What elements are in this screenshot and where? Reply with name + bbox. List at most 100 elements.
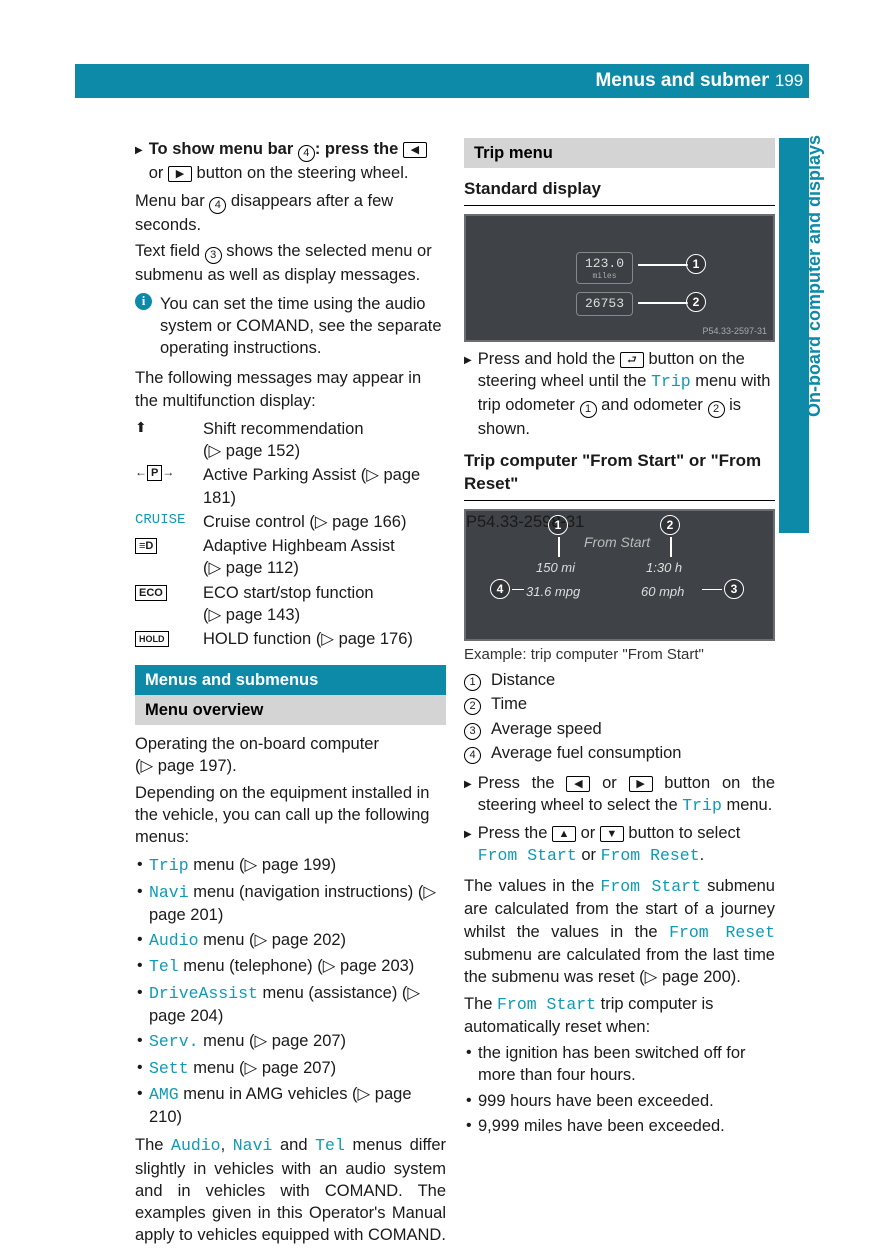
- t: or: [576, 824, 600, 842]
- circ-4: 4: [298, 145, 315, 162]
- t: From Reset: [669, 923, 775, 942]
- pl: [702, 589, 722, 591]
- t: From Start: [497, 995, 596, 1014]
- mpg-val: 31.6 mpg: [526, 583, 580, 601]
- t: ECO start/stop function: [203, 584, 374, 602]
- t: Serv.: [149, 1032, 199, 1051]
- t: (▷ page 143): [203, 606, 300, 624]
- t: AMG: [149, 1085, 179, 1104]
- heading-trip-computer: Trip computer "From Start" or "From Rese…: [464, 450, 775, 501]
- callout-1: 1: [686, 254, 706, 274]
- show-menu-text: To show menu bar 4: press the ◀ or ▶ but…: [149, 138, 446, 184]
- info-block: i You can set the time using the audio s…: [135, 293, 446, 360]
- pl: [512, 589, 524, 591]
- auto-reset-intro: The From Start trip computer is automati…: [464, 993, 775, 1039]
- sym-desc: Shift recommendation (▷ page 152): [203, 418, 446, 463]
- trip-odometer-box: 123.0 miles: [576, 252, 633, 284]
- side-tab-label: On-board computer and displays: [802, 135, 826, 417]
- c: 4: [464, 747, 481, 764]
- callout-2: 2: [686, 292, 706, 312]
- t: Press the: [478, 774, 567, 792]
- t: and: [272, 1136, 315, 1154]
- menu-item-serv: Serv. menu (▷ page 207): [149, 1030, 446, 1053]
- c: 1: [464, 674, 481, 691]
- circ-4b: 4: [209, 197, 226, 214]
- t: ≡D: [135, 538, 157, 554]
- time-val: 1:30 h: [646, 559, 682, 577]
- sym-hold-icon: HOLD: [135, 628, 195, 650]
- reset-cond-1: the ignition has been switched off for m…: [478, 1042, 775, 1087]
- t: (▷ page 152): [203, 442, 300, 460]
- subheader-trip-menu: Trip menu: [464, 138, 775, 168]
- t: HOLD: [135, 631, 169, 647]
- values-explanation: The values in the From Start submenu are…: [464, 875, 775, 988]
- content-area: To show menu bar 4: press the ◀ or ▶ but…: [135, 138, 775, 1251]
- callout-1: 1: [548, 515, 568, 535]
- t: or: [577, 846, 601, 864]
- t: Average speed: [491, 718, 602, 740]
- t: Average fuel consumption: [491, 742, 681, 764]
- sym-desc: Cruise control (▷ page 166): [203, 511, 446, 533]
- t: Trip: [682, 796, 722, 815]
- symbol-table: ⬆ Shift recommendation (▷ page 152) ←P→ …: [135, 418, 446, 651]
- sym-row-cruise: CRUISE Cruise control (▷ page 166): [135, 511, 446, 533]
- sym-row-eco: ECO ECO start/stop function (▷ page 143): [135, 582, 446, 627]
- sym-desc: HOLD function (▷ page 176): [203, 628, 446, 650]
- odometer-box: 26753: [576, 292, 633, 316]
- t: The values in the: [464, 877, 600, 895]
- or-text: or: [149, 164, 168, 182]
- sym-desc: ECO start/stop function (▷ page 143): [203, 582, 446, 627]
- t: menu (▷ page 202): [199, 931, 347, 949]
- callout-4: 4: [490, 579, 510, 599]
- legend-4: 4 Average fuel consumption: [464, 742, 775, 764]
- t: Menu bar: [135, 192, 209, 210]
- t: menu (▷ page 199): [189, 856, 337, 874]
- t: menu (▷ page 207): [199, 1032, 347, 1050]
- t: DriveAssist: [149, 984, 258, 1003]
- t: The: [135, 1136, 171, 1154]
- t: ECO: [135, 585, 167, 601]
- menu-list: Trip menu (▷ page 199) Navi menu (naviga…: [135, 854, 446, 1128]
- t: Trip: [149, 856, 189, 875]
- pointer-line: [638, 302, 688, 304]
- sym-row-shift: ⬆ Shift recommendation (▷ page 152): [135, 418, 446, 463]
- legend-2: 2Time: [464, 693, 775, 715]
- t: button to select: [624, 824, 741, 842]
- subheader-menu-overview: Menu overview: [135, 695, 446, 725]
- t: or: [590, 774, 628, 792]
- standard-display-figure: 123.0 miles 26753 1 2 P54.33-2597-31: [464, 214, 775, 342]
- sym-shift-icon: ⬆: [135, 418, 195, 463]
- t: Text field: [135, 242, 205, 260]
- section-menus-submenus: Menus and submenus: [135, 665, 446, 695]
- sym-cruise-icon: CRUISE: [135, 511, 195, 533]
- show-menu-prefix: To show menu bar: [149, 140, 298, 158]
- t: Navi: [233, 1136, 273, 1155]
- t: 123.0: [585, 255, 624, 273]
- t: ⬆: [135, 419, 147, 435]
- c: 1: [580, 401, 597, 418]
- t: Distance: [491, 669, 555, 691]
- t: Active Parking Assist: [203, 466, 361, 484]
- t: menu (navigation instructions) (▷ page 2…: [149, 883, 436, 924]
- t: Trip: [651, 372, 691, 391]
- reset-cond-3: 9,999 miles have been exceeded.: [478, 1115, 775, 1137]
- left-arrow-button: ◀: [566, 776, 590, 792]
- circ-3: 3: [205, 247, 222, 264]
- operating-text: Operating the on-board computer (▷ page …: [135, 733, 446, 778]
- t: The: [464, 995, 497, 1013]
- header-bar: Menus and submenus: [75, 64, 809, 98]
- t: and odometer: [597, 396, 708, 414]
- depending-text: Depending on the equipment installed in …: [135, 782, 446, 849]
- t: Shift recommendation: [203, 420, 364, 438]
- t: submenu are calculated from the last tim…: [464, 946, 775, 986]
- following-messages-intro: The following messages may appear in the…: [135, 367, 446, 412]
- bullet-icon: [135, 138, 143, 184]
- sym-desc: Adaptive Highbeam Assist (▷ page 112): [203, 535, 446, 580]
- pl: [558, 537, 560, 557]
- t: .: [700, 846, 705, 864]
- t: From Start: [600, 877, 701, 896]
- c: 3: [464, 723, 481, 740]
- heading-standard-display: Standard display: [464, 178, 775, 206]
- mph-val: 60 mph: [641, 583, 684, 601]
- t: Navi: [149, 883, 189, 902]
